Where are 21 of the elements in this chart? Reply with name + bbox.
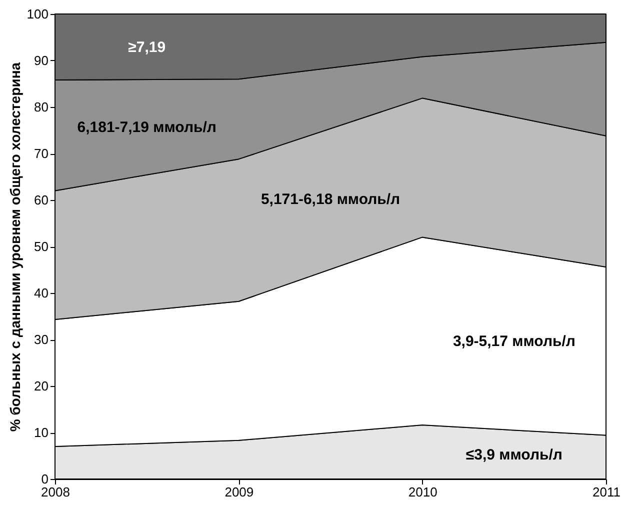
y-tick-label: 90 <box>34 53 48 68</box>
series-label: 5,171-6,18 ммоль/л <box>260 190 400 208</box>
y-tick-label: 30 <box>34 332 48 347</box>
y-tick-label: 50 <box>34 239 48 254</box>
y-tick-label: 10 <box>34 425 48 440</box>
x-tick-label: 2008 <box>41 484 70 500</box>
y-tick-label: 40 <box>34 286 48 300</box>
y-tick-label: 0 <box>41 472 48 486</box>
x-tick-label: 2011 <box>592 484 620 500</box>
y-tick-label: 100 <box>26 6 48 22</box>
y-tick-label: 60 <box>34 192 48 208</box>
x-tick-label: 2010 <box>408 484 438 500</box>
y-axis-title: % больных с данными уровнем общего холестерина <box>6 62 23 432</box>
series-label: 6,181-7,19 ммоль/л <box>77 119 216 136</box>
y-tick-label: 70 <box>34 146 48 161</box>
y-tick-label: 80 <box>34 100 48 114</box>
series-label: ≥7,19 <box>128 38 166 56</box>
x-tick-label: 2009 <box>224 484 254 500</box>
series-label: 3,9-5,17 ммоль/л <box>452 333 576 350</box>
series-label: ≤3,9 ммоль/л <box>466 446 562 464</box>
y-tick-label: 20 <box>34 378 48 394</box>
